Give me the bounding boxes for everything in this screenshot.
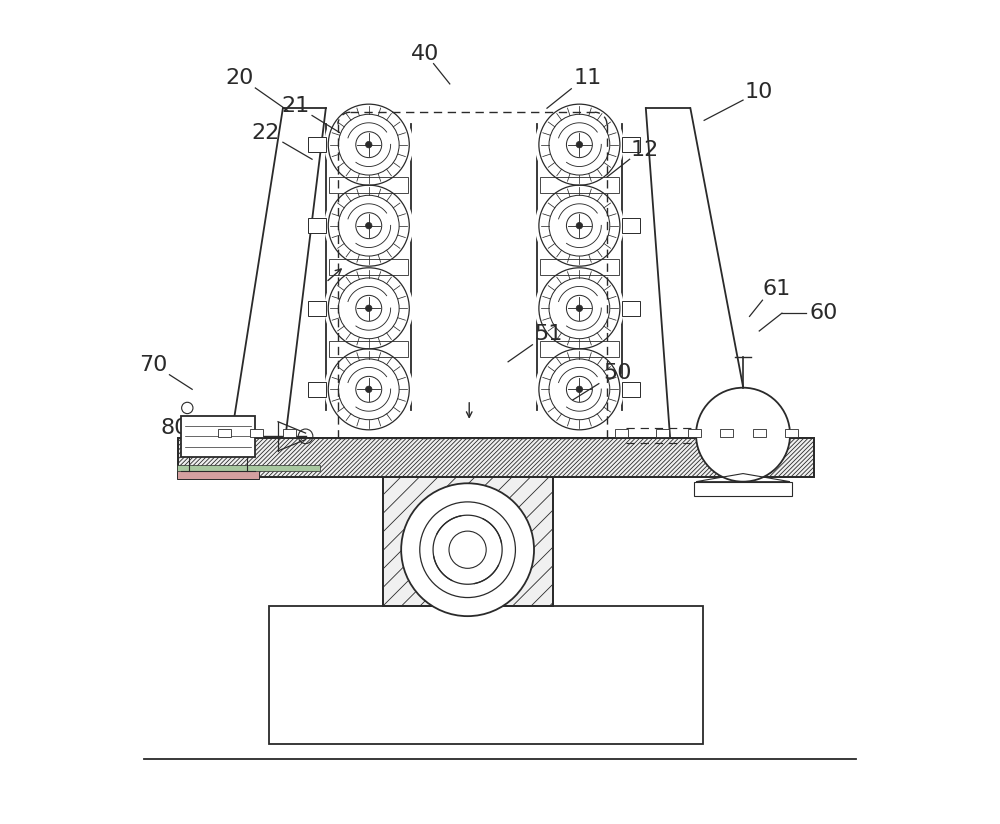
Bar [720,429,733,437]
Bar [540,177,619,194]
Bar [308,382,326,396]
Circle shape [535,264,624,353]
Bar [656,429,669,437]
Text: 22: 22 [251,123,279,143]
Circle shape [696,388,790,482]
Bar [540,340,619,357]
Bar [250,429,263,437]
Bar [540,259,619,275]
Bar [181,416,255,456]
Text: 10: 10 [745,82,773,102]
Text: 70: 70 [139,355,167,375]
Circle shape [324,264,413,353]
Text: 20: 20 [225,68,253,88]
Bar [177,465,320,471]
Bar [622,218,640,233]
Bar [283,429,296,437]
Circle shape [401,484,534,616]
Bar [329,340,408,357]
Bar [383,477,553,606]
Bar [178,438,814,477]
Bar [308,138,326,152]
Bar [785,429,798,437]
Circle shape [535,181,624,270]
Text: 11: 11 [573,68,602,88]
Text: 51: 51 [534,324,563,344]
Circle shape [576,386,583,392]
Bar [622,301,640,316]
Bar [269,606,703,744]
Bar [688,429,701,437]
Bar [622,138,640,152]
Text: 12: 12 [630,139,658,160]
Circle shape [740,432,746,438]
Bar [753,429,766,437]
Circle shape [366,142,372,147]
Text: 21: 21 [282,96,310,116]
Circle shape [576,305,583,311]
Circle shape [707,399,779,471]
Bar [218,429,231,437]
Text: 80: 80 [160,419,189,438]
Circle shape [366,386,372,392]
Bar [177,470,259,480]
Circle shape [366,305,372,311]
Circle shape [324,100,413,190]
Text: 61: 61 [763,279,791,299]
Circle shape [366,222,372,229]
Bar [383,477,553,606]
Text: 60: 60 [809,303,838,323]
Circle shape [576,222,583,229]
Circle shape [576,142,583,147]
Text: 50: 50 [603,363,632,383]
Circle shape [535,344,624,434]
Bar [308,218,326,233]
Bar [329,259,408,275]
Bar [178,438,814,477]
Circle shape [324,181,413,270]
Circle shape [535,100,624,190]
Bar [615,429,628,437]
Circle shape [324,344,413,434]
Bar [622,382,640,396]
Bar [308,301,326,316]
Bar [329,177,408,194]
Bar [694,482,792,496]
Text: 40: 40 [411,44,440,64]
